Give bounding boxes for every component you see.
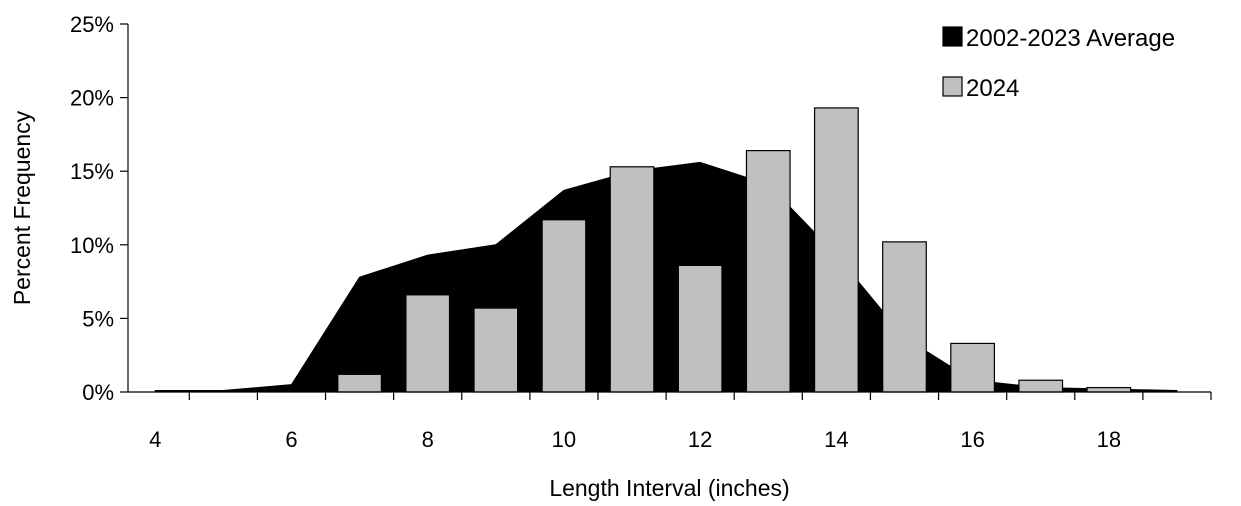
bar-9 — [473, 307, 519, 393]
bar-17 — [1018, 379, 1064, 393]
bars-layer — [337, 107, 1132, 393]
bar-8 — [405, 294, 451, 393]
average-area-layer — [154, 161, 1178, 393]
x-axis-title: Length Interval (inches) — [549, 475, 789, 501]
legend-swatch — [942, 26, 963, 47]
x-tick-label: 10 — [552, 427, 576, 452]
y-tick-label: 15% — [70, 159, 114, 184]
axes-layer: 0% 5% 10% 15% 20% 25% 4 6 8 10 12 14 16 18 — [70, 12, 1212, 452]
bar-13 — [745, 149, 791, 393]
bar-10 — [541, 219, 587, 393]
bar-16 — [950, 342, 996, 393]
bar-11 — [609, 166, 655, 393]
legend-swatch — [942, 76, 963, 97]
x-tick-label: 18 — [1097, 427, 1121, 452]
x-tick-label: 8 — [422, 427, 434, 452]
average-area — [154, 161, 1178, 393]
y-tick-label: 5% — [82, 306, 114, 331]
bar-18 — [1086, 386, 1132, 393]
x-tick-label: 14 — [824, 427, 848, 452]
y-tick-label: 0% — [82, 380, 114, 405]
bar-12 — [677, 264, 723, 393]
y-axis-title: Percent Frequency — [9, 110, 35, 305]
x-tick-label: 12 — [688, 427, 712, 452]
legend-label: 2002-2023 Average — [966, 25, 1175, 52]
bar-15 — [882, 241, 927, 393]
legend-label: 2024 — [966, 75, 1019, 102]
legend: 2002-2023 Average 2024 — [942, 25, 1175, 102]
x-tick-label: 4 — [149, 427, 161, 452]
bar-7 — [337, 373, 382, 393]
y-tick-label: 10% — [70, 233, 114, 258]
y-tick-label: 25% — [70, 12, 114, 37]
y-tick-label: 20% — [70, 86, 114, 111]
bar-14 — [813, 107, 859, 393]
x-tick-label: 16 — [960, 427, 984, 452]
x-tick-label: 6 — [285, 427, 297, 452]
